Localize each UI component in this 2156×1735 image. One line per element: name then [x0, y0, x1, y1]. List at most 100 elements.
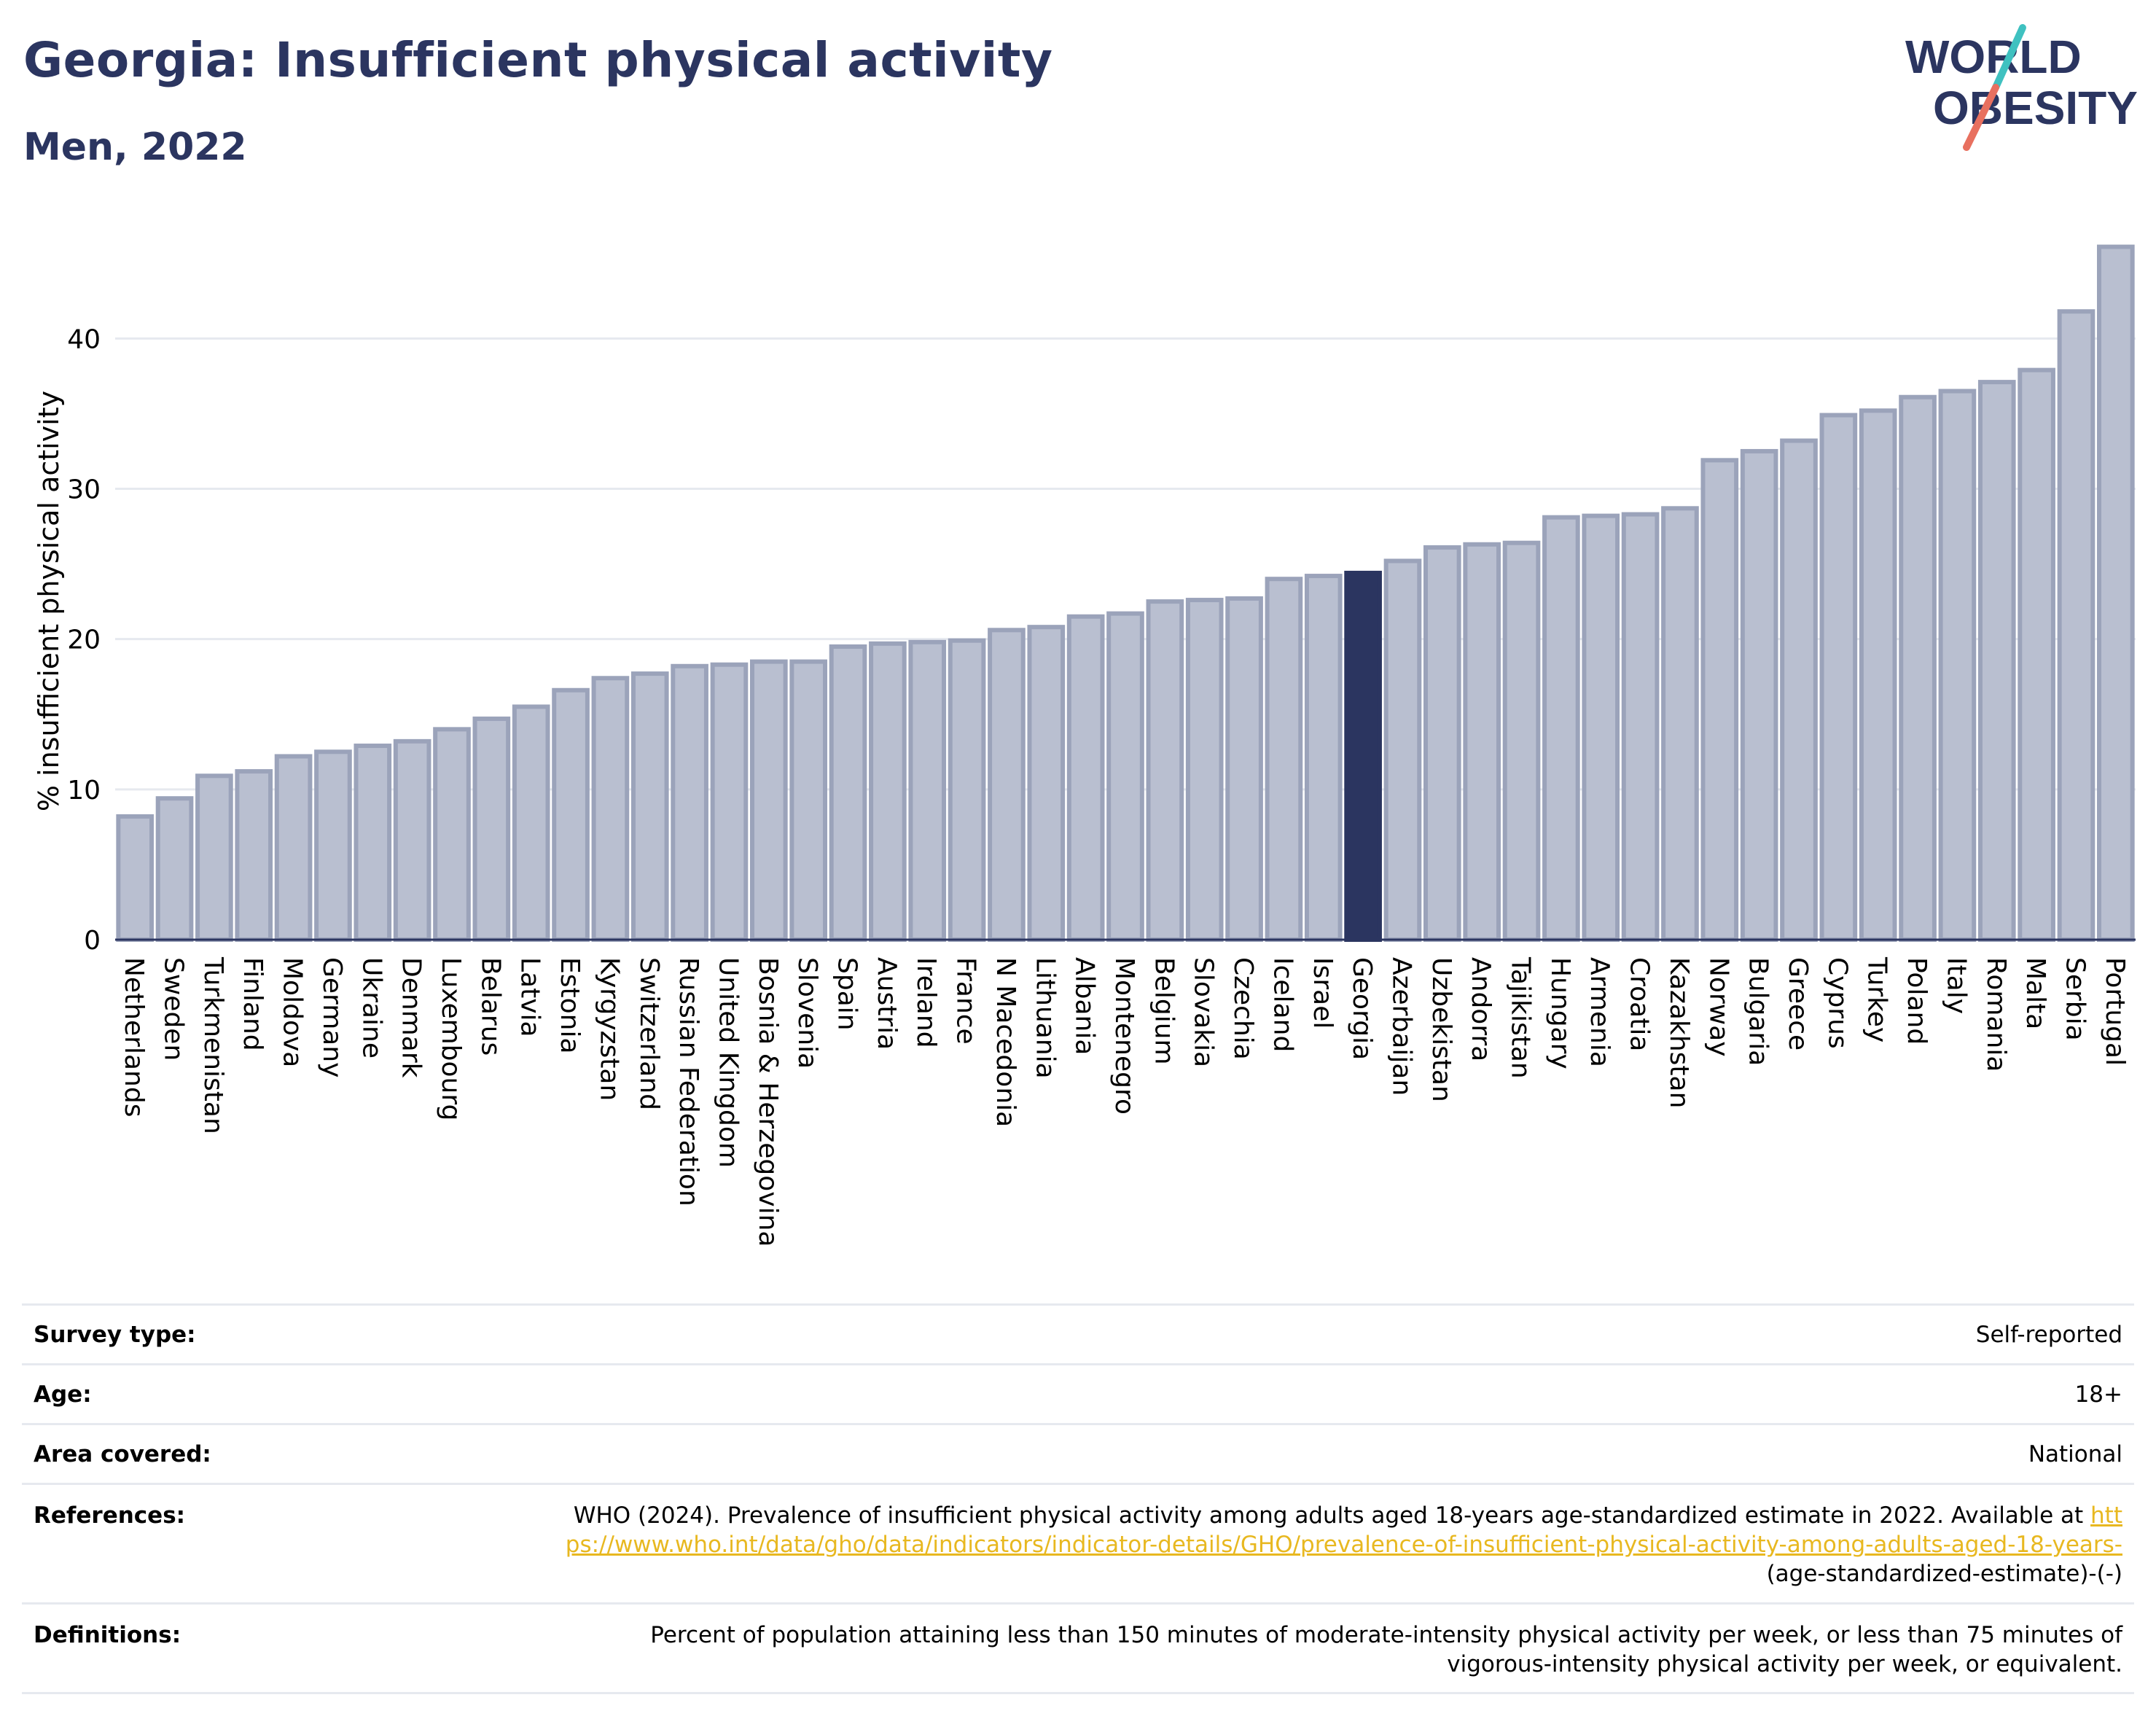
bar — [1819, 413, 1858, 942]
x-tick-label: Sweden — [159, 957, 189, 1061]
x-tick-label: Ireland — [911, 957, 941, 1048]
x-tick-label: Kyrgyzstan — [594, 957, 624, 1101]
x-tick-label: Czechia — [1228, 957, 1258, 1060]
bar — [195, 773, 233, 942]
bar — [1899, 394, 1937, 942]
bar — [1859, 408, 1897, 942]
x-tick-label: Iceland — [1268, 957, 1297, 1052]
x-tick-label: Estonia — [555, 957, 585, 1054]
x-axis-ticks: Netherlands Sweden Turkmenistan Finland Mold… — [119, 956, 2130, 1247]
x-tick-label: Montenegro — [1109, 957, 1139, 1115]
bar — [1780, 438, 1818, 942]
bar — [908, 639, 947, 942]
x-tick-label: Greece — [1783, 957, 1813, 1050]
meta-label: Definitions: — [34, 1622, 181, 1648]
x-tick-label: Latvia — [515, 957, 545, 1037]
bar — [1423, 545, 1461, 942]
x-tick-label: Finland — [238, 957, 267, 1051]
bar — [749, 659, 788, 942]
x-tick-label: Hungary — [1545, 957, 1575, 1069]
bar — [1383, 558, 1422, 942]
x-tick-label: Poland — [1902, 957, 1932, 1045]
x-tick-label: France — [951, 957, 981, 1045]
meta-label: Age: — [34, 1381, 92, 1408]
x-tick-label: Bosnia & Herzegovina — [753, 957, 783, 1247]
bar — [1304, 574, 1343, 943]
meta-label: References: — [34, 1502, 186, 1529]
x-tick-label: Armenia — [1585, 957, 1614, 1067]
x-tick-label: Cyprus — [1822, 957, 1852, 1049]
bar — [116, 814, 155, 942]
logo-line1: WORLD — [1905, 31, 2082, 83]
meta-label: Area covered: — [34, 1440, 211, 1467]
chart-subtitle: Men, 2022 — [23, 125, 247, 169]
meta-value: National — [2028, 1440, 2122, 1467]
logo-line2: OBESITY — [1933, 82, 2138, 134]
bar — [1185, 598, 1224, 942]
bar — [829, 644, 867, 942]
references-text: WHO (2024). Prevalence of insufficient p… — [573, 1502, 2084, 1529]
bar — [354, 744, 392, 942]
bar — [1542, 515, 1580, 942]
y-tick-label: 40 — [67, 324, 101, 354]
bar — [1146, 599, 1184, 942]
meta-row-age: Age: 18+ — [22, 1363, 2134, 1423]
y-tick-label: 0 — [84, 926, 101, 956]
bar — [1700, 458, 1739, 942]
bar — [1938, 389, 1977, 942]
y-tick-label: 20 — [67, 625, 101, 655]
meta-value: 18+ — [2074, 1381, 2122, 1408]
x-tick-label: Spain — [832, 957, 862, 1031]
x-tick-label: Luxembourg — [436, 957, 466, 1120]
meta-value: Self-reported — [1975, 1321, 2122, 1348]
x-tick-label: Turkmenistan — [198, 956, 228, 1134]
x-tick-label: Georgia — [1347, 957, 1377, 1060]
bar — [1621, 512, 1660, 942]
x-tick-label: Slovakia — [1189, 957, 1219, 1067]
bar — [2018, 367, 2055, 943]
bar-highlighted — [1344, 570, 1382, 943]
world-obesity-logo: WORLD OBESITY — [1905, 24, 2138, 151]
chart-title: Georgia: Insufficient physical activity — [23, 32, 1053, 88]
bar — [1740, 448, 1778, 942]
x-tick-label: Uzbekistan — [1426, 957, 1456, 1102]
bar — [512, 704, 550, 942]
references-value: WHO (2024). Prevalence of insufficient p… — [563, 1501, 2122, 1602]
y-tick-label: 30 — [67, 475, 101, 504]
x-tick-label: Serbia — [2060, 957, 2090, 1041]
logo-slash-red — [1963, 84, 1999, 151]
bar — [630, 671, 669, 942]
bar — [1225, 596, 1263, 942]
meta-row-survey-type: Survey type: Self-reported — [22, 1303, 2134, 1363]
bar-chart: 0 10 20 30 40 Netherlands Sweden Turkmenistan F… — [33, 244, 2136, 1247]
x-tick-label: Russian Federation — [673, 957, 703, 1206]
definitions-value: Percent of population attaining less tha… — [650, 1622, 2122, 1677]
x-tick-label: Portugal — [2100, 957, 2130, 1066]
bars — [116, 244, 2135, 943]
x-tick-label: Malta — [2020, 957, 2050, 1029]
reference-link[interactable]: https://www.who.int/data/gho/data/indica… — [565, 1502, 2122, 1558]
x-tick-label: Austria — [872, 957, 902, 1050]
references-suffix: (age-standardized-estimate)-(-) — [1766, 1561, 2122, 1587]
bar — [1582, 513, 1620, 942]
x-tick-label: Lithuania — [1030, 957, 1060, 1079]
y-tick-label: 10 — [67, 776, 101, 806]
x-tick-label: Albania — [1070, 957, 1100, 1055]
x-tick-label: Moldova — [278, 957, 308, 1067]
bar — [314, 749, 352, 942]
bar — [1502, 540, 1541, 942]
bar — [1977, 380, 2016, 942]
bar — [433, 727, 471, 942]
y-axis-label: % insufficient physical activity — [33, 391, 65, 811]
x-tick-label: Israel — [1308, 957, 1337, 1029]
x-tick-label: Italy — [1941, 957, 1971, 1014]
meta-row-area-covered: Area covered: National — [22, 1423, 2134, 1483]
y-axis-ticks: 0 10 20 30 40 — [67, 324, 101, 956]
bar — [1106, 611, 1144, 943]
logo-slash-teal — [1992, 24, 2026, 91]
bar — [274, 754, 313, 942]
bar — [393, 738, 431, 943]
bar — [591, 676, 630, 943]
bar — [1027, 625, 1066, 942]
x-tick-label: Azerbaijan — [1386, 957, 1416, 1096]
